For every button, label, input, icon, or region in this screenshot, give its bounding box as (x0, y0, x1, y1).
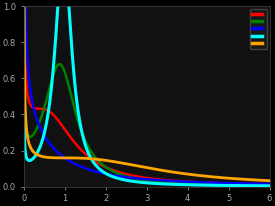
Legend: , , , , : , , , , (249, 9, 267, 48)
